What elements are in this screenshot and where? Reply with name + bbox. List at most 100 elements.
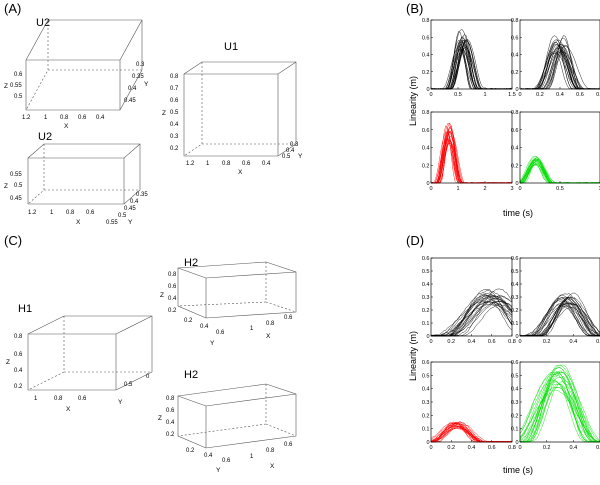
y-tick-label: 0.6 — [422, 35, 430, 41]
y-tick-label: 0.4 — [422, 146, 430, 152]
y-tick-label: 0.2 — [422, 70, 430, 76]
y-tick-label: 0.1 — [511, 321, 519, 327]
panel-c-h2-red-3d-plot: H2 0.8 0.6 0.4 0.2 Z 0.2 0.4 0.6 Y 1 0.8… — [160, 257, 297, 347]
y-axis-label: Y — [144, 81, 149, 88]
x-axis-label: X — [66, 406, 71, 413]
trace-line — [430, 289, 513, 337]
x-tick-label: 0.2 — [447, 339, 455, 345]
x-tick-label: 0.5 — [454, 92, 462, 98]
y-axis-label: Linearity (m) — [408, 331, 418, 381]
panel-a-u2-red-3d-plot: U2 0.6 0.55 0.5 Z 1.2 1 0.8 0.6 0.4 X 0.… — [4, 17, 149, 130]
plot-title: H2 — [184, 369, 198, 381]
y-tick-label: 0 — [515, 87, 518, 93]
panel-a-u1-black-3d-plot: U1 0.8 0.7 0.6 0.5 0.4 0.3 0.2 Z 1.2 1 0… — [162, 41, 303, 176]
trace-line — [430, 295, 513, 337]
y-tick-label: 0 — [426, 181, 429, 187]
y-tick-label: 0.6 — [511, 128, 519, 134]
time-series-plot: 0 0.2 0.4 0.6 0.8 0 0.2 0.4 0.6 0.8 — [511, 18, 600, 98]
trace-line — [519, 300, 600, 337]
x-tick-label: 0.8 — [508, 445, 516, 451]
y-tick-label: 0.3 — [422, 295, 430, 301]
z-tick: 0.4 — [14, 368, 23, 374]
x-tick: 0.6 — [78, 115, 87, 121]
z-tick: 0.6 — [166, 408, 175, 414]
x-tick-label: 1 — [456, 186, 459, 192]
y-tick: 0.5 — [118, 213, 127, 219]
x-axis-label: X — [76, 219, 81, 226]
y-tick-label: 0.4 — [511, 282, 519, 288]
z-tick: 0.6 — [168, 284, 177, 290]
plot-frame — [430, 361, 513, 443]
plot-title: U1 — [224, 41, 238, 53]
y-axis-label: Y — [210, 340, 215, 347]
z-axis-label: Z — [6, 359, 10, 366]
trace-line — [519, 302, 600, 337]
x-tick-label: 0 — [518, 339, 521, 345]
x-tick: 0.8 — [266, 448, 275, 454]
time-series-plot: 0 0.2 0.4 0.6 0 0.1 0.2 0.3 0.4 0.5 0.6 — [511, 256, 600, 345]
x-tick: 0.8 — [266, 321, 275, 327]
y-tick: 0.2 — [184, 318, 193, 324]
x-tick: 0.6 — [86, 210, 95, 216]
y-axis-label: Y — [216, 467, 221, 474]
x-tick-label: 0.2 — [543, 445, 551, 451]
y-tick: 0.5 — [124, 382, 133, 388]
time-series-plot: 0 0.2 0.4 0.6 0.800.10.20.30.40.50.6 — [422, 360, 516, 451]
y-tick-label: 0.4 — [422, 53, 430, 59]
y-axis-label: Y — [298, 153, 303, 160]
x-tick: 1 — [206, 161, 210, 167]
trace-line — [519, 371, 600, 443]
y-tick-label: 0.3 — [511, 400, 519, 406]
y-tick-label: 0.8 — [422, 110, 430, 116]
x-tick-label: 0.2 — [543, 339, 551, 345]
y-tick-label: 0.6 — [511, 35, 519, 41]
x-tick-label: 0 — [429, 186, 432, 192]
x-tick: 0.6 — [284, 315, 293, 321]
y-tick-label: 0.4 — [511, 387, 519, 393]
y-tick: 0.35 — [132, 74, 144, 80]
x-axis-label: time (s) — [503, 465, 533, 475]
trace-line — [519, 296, 600, 337]
y-tick-label: 0.1 — [422, 321, 430, 327]
trace-line — [430, 300, 513, 337]
x-tick: 1 — [250, 454, 254, 460]
y-axis-label: Linearity (m) — [408, 76, 418, 126]
plot-frame — [519, 111, 600, 184]
trace-line — [431, 34, 513, 90]
x-axis-label: X — [64, 123, 69, 130]
x-tick: 1 — [34, 396, 38, 402]
z-tick: 0.6 — [14, 72, 23, 78]
panel-c-h2-green-3d-plot: H2 0.8 0.6 0.4 0.2 Z 0.2 0.4 0.6 Y 1 0.8… — [158, 369, 297, 474]
y-tick-label: 0 — [515, 440, 518, 446]
trace-bundle — [430, 288, 513, 337]
y-tick-label: 0.4 — [422, 387, 430, 393]
y-tick: 0.45 — [124, 98, 136, 104]
trace-bundle — [430, 29, 513, 90]
y-tick-label: 0.2 — [511, 308, 519, 314]
x-tick: 1.2 — [28, 210, 37, 216]
y-tick-label: 0.8 — [511, 110, 519, 116]
x-tick: 1 — [50, 210, 54, 216]
z-tick: 0.55 — [10, 83, 22, 89]
y-tick-label: 0.6 — [511, 360, 519, 366]
x-tick-label: 0.6 — [596, 339, 600, 345]
trace-bundle — [519, 292, 600, 337]
z-tick: 0.4 — [168, 296, 177, 302]
x-tick-label: 1.5 — [508, 92, 516, 98]
x-axis-label: X — [238, 169, 243, 176]
z-tick: 0.5 — [170, 110, 179, 116]
x-tick-label: 0.4 — [570, 445, 578, 451]
trace-line — [520, 158, 600, 184]
z-tick: 0.8 — [166, 396, 175, 402]
y-tick: 0.4 — [128, 86, 137, 92]
z-tick: 0.8 — [168, 272, 177, 278]
y-tick: 0.35 — [136, 192, 148, 198]
trace-bundle — [519, 35, 600, 90]
x-tick-label: 0 — [518, 186, 521, 192]
x-tick-label: 1 — [598, 186, 600, 192]
x-tick: 1 — [250, 326, 254, 332]
y-tick-label: 0.2 — [422, 163, 430, 169]
y-axis-label: Y — [118, 399, 123, 406]
trace-line — [520, 51, 600, 90]
